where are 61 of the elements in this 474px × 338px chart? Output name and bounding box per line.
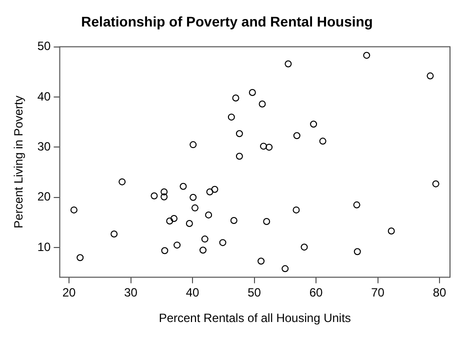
y-tick-label: 30 [37, 140, 52, 154]
point [211, 186, 218, 193]
point [70, 206, 78, 214]
point [180, 182, 187, 190]
y-tick-label: 10 [37, 240, 52, 254]
point [219, 239, 226, 246]
x-tick-label: 40 [186, 286, 200, 300]
point [266, 144, 273, 151]
point [263, 218, 270, 225]
point [236, 130, 243, 138]
y-tick-label: 20 [37, 190, 52, 204]
point [432, 180, 440, 188]
point [282, 265, 289, 272]
point [248, 88, 256, 96]
point [258, 100, 266, 108]
point [190, 141, 197, 148]
point [292, 206, 300, 214]
x-tick-label: 60 [309, 286, 323, 300]
chart-title: Relationship of Poverty and Rental Housing [81, 13, 373, 30]
point [319, 138, 326, 145]
y-tick-label: 50 [37, 39, 52, 54]
point [200, 246, 207, 254]
point [160, 193, 168, 200]
point [110, 230, 118, 238]
point [293, 132, 300, 140]
point [284, 60, 292, 68]
point [353, 201, 360, 208]
point [190, 194, 197, 201]
point [354, 248, 361, 256]
point [310, 120, 318, 128]
point [228, 114, 235, 121]
x-axis-title: Percent Rentals of all Housing Units [158, 311, 351, 326]
point [232, 94, 240, 102]
point [186, 220, 193, 227]
point [191, 204, 198, 212]
x-tick-label: 30 [124, 286, 138, 300]
x-tick-label: 70 [371, 286, 385, 300]
point [76, 254, 84, 262]
point [174, 242, 181, 249]
point [161, 247, 168, 254]
y-axis-title: Percent Living in Poverty [12, 96, 26, 228]
point [166, 217, 174, 224]
point [205, 211, 212, 218]
point [160, 188, 168, 196]
point [300, 244, 308, 251]
point [206, 188, 214, 196]
point [426, 72, 434, 80]
point [258, 258, 265, 265]
point [150, 192, 158, 200]
point [230, 216, 238, 224]
point [201, 236, 208, 243]
point [260, 142, 268, 150]
point [388, 228, 395, 235]
point [236, 152, 243, 160]
point [363, 52, 370, 59]
x-tick-label: 50 [248, 286, 262, 300]
point [118, 178, 126, 186]
y-tick-label: 40 [37, 89, 52, 104]
point [170, 214, 178, 222]
x-tick-label: 20 [62, 286, 76, 300]
x-tick-label: 80 [432, 286, 446, 300]
